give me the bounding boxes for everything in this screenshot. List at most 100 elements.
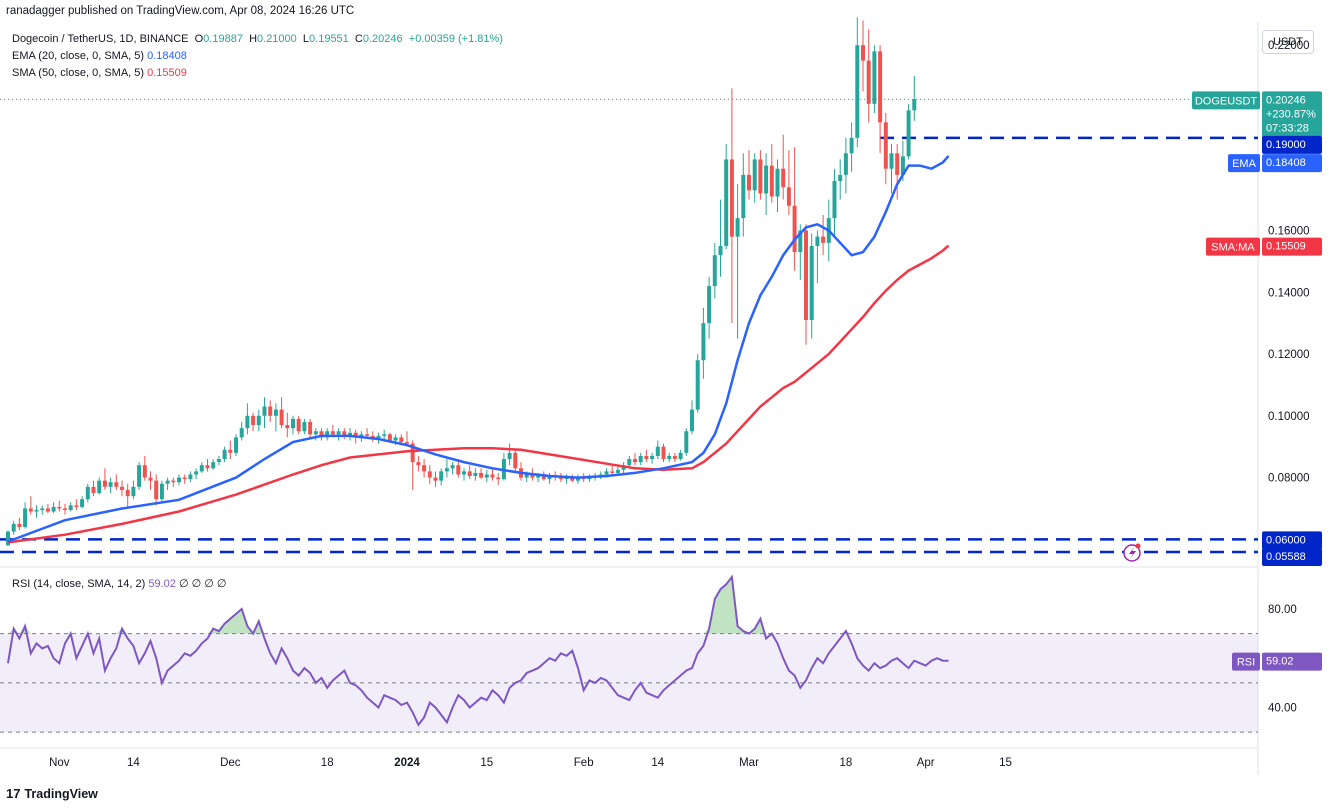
- candle-body: [444, 468, 449, 472]
- candle-body: [473, 472, 478, 477]
- candle-body: [131, 486, 136, 497]
- candle-body: [855, 45, 860, 138]
- brand-name: TradingView: [24, 786, 98, 801]
- candle-body: [359, 434, 364, 438]
- candle-body: [536, 476, 541, 478]
- candle-body: [752, 159, 757, 191]
- price-axis-badge: [1262, 154, 1322, 173]
- candle-body: [769, 165, 774, 197]
- candle-body: [291, 418, 295, 429]
- candle-body: [587, 477, 592, 480]
- currency-button[interactable]: USDT: [1262, 30, 1314, 54]
- candle-body: [672, 455, 677, 460]
- candle-body: [171, 480, 176, 483]
- candle-body: [182, 477, 187, 480]
- series-name-text: SMA:MA: [1211, 242, 1255, 254]
- time-tick-label: Apr: [917, 757, 935, 769]
- symbol-legend: Dogecoin / TetherUS, 1D, BINANCE O0.1988…: [12, 33, 503, 45]
- candle-body: [838, 174, 843, 182]
- candle-body: [638, 455, 643, 463]
- candle-body: [815, 236, 820, 246]
- candle-body: [6, 531, 10, 546]
- candle-body: [222, 449, 227, 460]
- candle-body: [165, 480, 170, 484]
- candle-body: [427, 471, 432, 478]
- candle-body: [866, 60, 871, 104]
- candle-body: [40, 508, 45, 510]
- candle-body: [712, 255, 717, 287]
- candle-body: [159, 483, 164, 500]
- candle-body: [775, 168, 780, 197]
- candle-body: [439, 471, 444, 481]
- candle-body: [729, 159, 734, 237]
- candle-body: [279, 409, 284, 426]
- price-tick-label: 0.08000: [1268, 473, 1310, 485]
- close-label: C: [354, 33, 363, 45]
- candle-body: [23, 508, 28, 527]
- candle-body: [319, 431, 324, 438]
- price-axis-badge: [1262, 652, 1322, 671]
- series-name-text: EMA: [1232, 158, 1257, 170]
- price-axis-badge: [1262, 135, 1322, 154]
- candle-body: [724, 159, 729, 246]
- candle-body: [28, 508, 33, 512]
- candle-body: [68, 505, 73, 510]
- price-axis-badge-text: 0.19000: [1266, 139, 1306, 151]
- candle-body: [701, 323, 706, 361]
- candle-body: [524, 474, 529, 478]
- candle-body: [45, 508, 50, 512]
- candle-body: [558, 477, 563, 480]
- candle-body: [85, 486, 90, 500]
- tradingview-brand[interactable]: 17 TradingView: [6, 786, 98, 801]
- ema-legend-label: EMA (20, close, 0, SMA, 5): [12, 50, 145, 62]
- candle-body: [325, 431, 330, 438]
- series-name-badge: [1206, 237, 1260, 256]
- candle-body: [707, 286, 712, 324]
- candle-body: [11, 523, 16, 532]
- candle-body: [256, 415, 261, 426]
- price-tick-label: 0.12000: [1268, 349, 1310, 361]
- price-axis-badge: [1262, 531, 1322, 550]
- price-axis-badge-text: 59.02: [1266, 656, 1294, 668]
- rsi-legend: RSI (14, close, SMA, 14, 2) 59.02 ∅ ∅ ∅ …: [12, 577, 226, 590]
- time-tick-label: 18: [840, 757, 853, 769]
- candle-body: [627, 459, 632, 466]
- candle-body: [273, 409, 278, 416]
- candle-body: [416, 462, 421, 466]
- time-tick-label: 15: [999, 757, 1012, 769]
- candle-body: [51, 506, 56, 512]
- candle-body: [615, 469, 620, 473]
- candle-body: [900, 156, 905, 175]
- candle-body: [467, 471, 472, 477]
- price-axis-badge-text: 0.06000: [1266, 534, 1306, 546]
- candle-body: [809, 245, 814, 321]
- candle-body: [735, 218, 740, 237]
- candle-body: [336, 431, 341, 435]
- candle-body: [382, 434, 387, 436]
- price-axis-badge-text: 0.15509: [1266, 241, 1306, 253]
- candle-body: [308, 421, 313, 435]
- close-value: 0.20246: [362, 33, 403, 45]
- candle-body: [786, 187, 791, 206]
- candle-body: [678, 452, 683, 460]
- series-name-text: RSI: [1237, 657, 1255, 669]
- price-tick-label: 0.22000: [1268, 40, 1310, 52]
- candle-body: [661, 446, 666, 460]
- candle-body: [125, 489, 130, 497]
- candle-body: [570, 477, 575, 481]
- candle-body: [137, 465, 142, 487]
- candle-body: [234, 437, 238, 453]
- change-value: +0.00359 (+1.81%): [408, 33, 503, 45]
- candle-body: [393, 437, 398, 441]
- candle-body: [906, 110, 911, 157]
- candle-body: [462, 471, 466, 475]
- low-value: 0.19551: [309, 33, 349, 45]
- candle-body: [695, 360, 700, 410]
- rsi-band: [0, 633, 1258, 733]
- candle-body: [781, 168, 786, 188]
- candle-body: [120, 486, 124, 490]
- time-tick-label: Mar: [739, 757, 759, 769]
- rsi-legend-value: 59.02: [148, 578, 176, 590]
- rsi-legend-label: RSI (14, close, SMA, 14, 2): [12, 578, 146, 590]
